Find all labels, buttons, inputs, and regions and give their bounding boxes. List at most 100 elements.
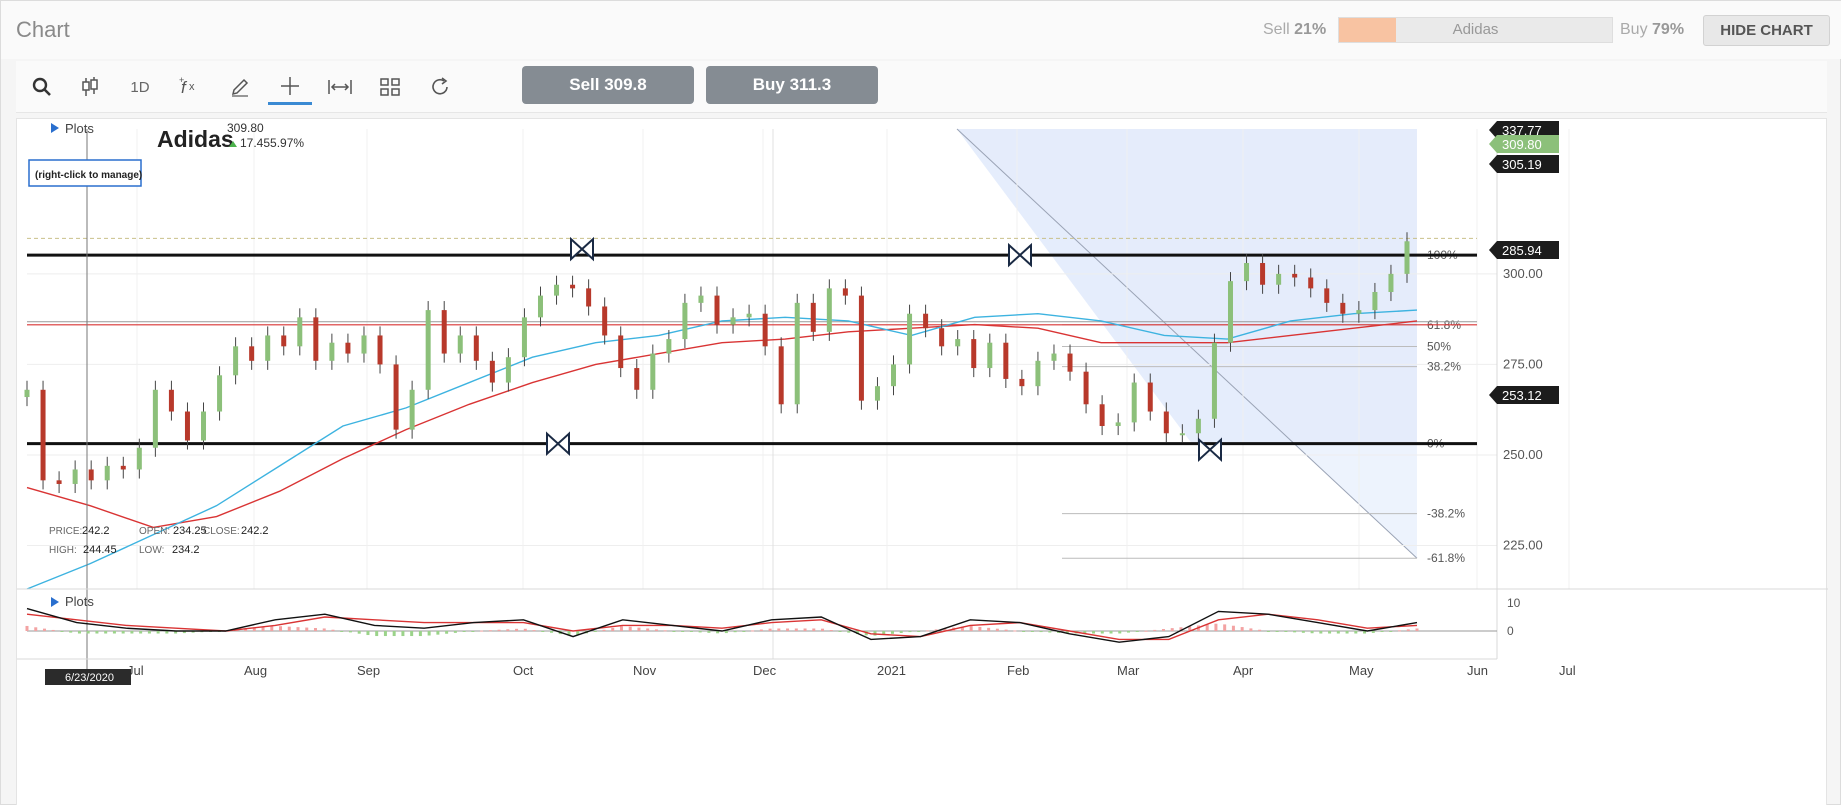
- candle-body: [698, 295, 704, 303]
- oscillator-histogram-bar: [611, 627, 615, 631]
- oscillator-histogram-bar: [375, 631, 379, 637]
- time-axis-label: Sep: [357, 663, 380, 678]
- oscillator-histogram-bar: [471, 631, 475, 632]
- candle-body: [1131, 382, 1137, 423]
- candle-body: [1083, 371, 1089, 405]
- oscillator-histogram-bar: [77, 631, 81, 634]
- candle-body: [152, 389, 158, 448]
- candle-body: [891, 364, 897, 387]
- price-tag: [1489, 121, 1559, 139]
- candle-body: [377, 335, 383, 365]
- candle-body: [1067, 353, 1073, 372]
- oscillator-histogram-bar: [1258, 629, 1262, 631]
- candle-body: [329, 342, 335, 361]
- oscillator-histogram-bar: [1205, 624, 1209, 631]
- oscillator-histogram-bar: [1135, 631, 1139, 632]
- oscillator-histogram-bar: [908, 631, 912, 633]
- candle-body: [1035, 360, 1041, 387]
- candle-type-icon[interactable]: [68, 69, 112, 105]
- price-tag-label: 305.19: [1502, 157, 1542, 172]
- candle-body: [265, 335, 271, 361]
- oscillator-histogram-bar: [1301, 631, 1305, 633]
- hide-chart-button[interactable]: HIDE CHART: [1703, 15, 1830, 46]
- timeframe-label: 1D: [130, 78, 150, 96]
- chart-panel[interactable]: 100% 61.8% 50% 38.2% 0% -38.2% -61.8% Plots Adid…: [16, 118, 1828, 805]
- svg-text:+: +: [179, 76, 184, 85]
- pivot-marker: [1198, 437, 1222, 462]
- oscillator-axis-tick: 0: [1507, 624, 1514, 638]
- draw-icon[interactable]: [218, 69, 262, 105]
- candle-body: [618, 335, 624, 369]
- candle-body: [810, 302, 816, 332]
- ohlc-label: PRICE:: [49, 526, 82, 537]
- oscillator-histogram-bar: [654, 629, 658, 631]
- price-chart[interactable]: 100%61.8%50%38.2%0%-38.2%-61.8%Plots Adid…: [17, 119, 1828, 805]
- oscillator-histogram-bar: [313, 628, 317, 631]
- candle-body: [281, 335, 287, 347]
- oscillator-histogram-bar: [488, 630, 492, 632]
- candle-body: [634, 368, 640, 390]
- svg-text:f: f: [181, 78, 188, 97]
- refresh-icon[interactable]: [418, 69, 462, 105]
- oscillator-histogram-bar: [436, 631, 440, 635]
- oscillator-histogram-bar: [104, 631, 108, 634]
- oscillator-histogram-bar: [698, 631, 702, 633]
- oscillator-histogram-bar: [392, 631, 396, 637]
- candle-body: [842, 288, 848, 296]
- oscillator-histogram-bar: [401, 631, 405, 637]
- oscillator-histogram-bar: [340, 631, 344, 632]
- oscillator-histogram-bar: [724, 631, 728, 634]
- oscillator-histogram-bar: [261, 627, 265, 631]
- oscillator-histogram-bar: [803, 628, 807, 631]
- candle-body: [56, 480, 62, 484]
- candle-body: [1372, 291, 1378, 311]
- oscillator-histogram-bar: [515, 628, 519, 631]
- candle-body: [441, 310, 447, 354]
- oscillator-histogram-bar: [1363, 631, 1367, 634]
- oscillator-histogram-bar: [60, 631, 64, 632]
- layout-icon[interactable]: [368, 69, 412, 105]
- buy-button[interactable]: Buy 311.3: [706, 66, 878, 104]
- candle-body: [586, 288, 592, 307]
- oscillator-histogram-bar: [1371, 631, 1375, 633]
- oscillator-histogram-bar: [1354, 631, 1358, 634]
- oscillator-histogram-bar: [987, 627, 991, 631]
- crosshair-icon[interactable]: [268, 69, 312, 105]
- candle-body: [1115, 422, 1121, 427]
- time-axis-label: Feb: [1007, 663, 1029, 678]
- oscillator-histogram-bar: [1153, 629, 1157, 631]
- search-icon[interactable]: [20, 69, 64, 105]
- candle-body: [297, 317, 303, 347]
- oscillator-histogram-bar: [1013, 630, 1017, 632]
- oscillator-histogram-bar: [593, 631, 597, 632]
- indicators-icon[interactable]: f x +: [168, 69, 212, 105]
- ohlc-label: HIGH:: [49, 545, 77, 556]
- time-axis-label: May: [1349, 663, 1374, 678]
- candle-body: [72, 469, 78, 484]
- oscillator-histogram-bar: [1109, 631, 1113, 634]
- oscillator-histogram-bar: [550, 631, 554, 633]
- ohlc-label: CLOSE:: [203, 526, 240, 537]
- candle-body: [24, 389, 30, 398]
- candle-body: [1051, 353, 1057, 361]
- oscillator-histogram-bar: [1275, 631, 1279, 632]
- candle-body: [1340, 302, 1346, 314]
- oscillator-histogram-bar: [689, 631, 693, 632]
- oscillator-histogram-bar: [497, 629, 501, 631]
- oscillator-histogram-bar: [856, 631, 860, 634]
- oscillator-histogram-bar: [121, 631, 125, 634]
- oscillator-histogram-bar: [768, 628, 772, 631]
- sell-button[interactable]: Sell 309.8: [522, 66, 694, 104]
- candle-body: [233, 346, 239, 376]
- measure-icon[interactable]: [318, 69, 362, 105]
- oscillator-histogram-bar: [1188, 626, 1192, 631]
- candle-body: [1276, 273, 1282, 285]
- oscillator-slow-line: [26, 613, 1418, 641]
- time-axis-label: Mar: [1117, 663, 1140, 678]
- timeframe-selector[interactable]: 1D: [118, 69, 162, 105]
- oscillator-histogram-bar: [1266, 631, 1270, 632]
- oscillator-histogram-bar: [252, 628, 256, 631]
- oscillator-axis-tick: 10: [1507, 596, 1521, 610]
- candle-body: [794, 302, 800, 405]
- candle-body: [136, 447, 142, 470]
